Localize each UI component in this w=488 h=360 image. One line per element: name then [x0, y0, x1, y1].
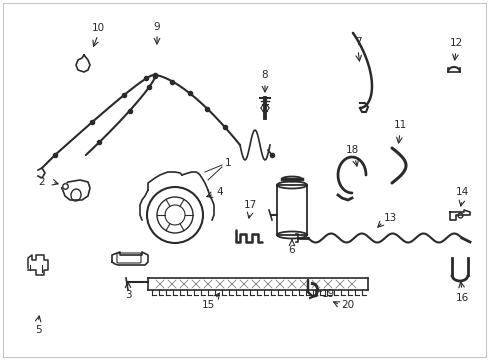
Text: 14: 14: [454, 187, 468, 197]
Text: 1: 1: [224, 158, 231, 168]
Text: 12: 12: [448, 38, 462, 48]
Text: 3: 3: [124, 290, 131, 300]
Text: 19: 19: [321, 289, 334, 299]
Text: 7: 7: [354, 37, 361, 47]
Text: 9: 9: [153, 22, 160, 32]
Text: 13: 13: [383, 213, 396, 223]
Text: 17: 17: [243, 200, 256, 210]
Text: 6: 6: [288, 245, 295, 255]
Text: 11: 11: [392, 120, 406, 130]
Text: 16: 16: [454, 293, 468, 303]
Text: 8: 8: [261, 70, 268, 80]
Text: 10: 10: [91, 23, 104, 33]
Text: 18: 18: [345, 145, 358, 155]
Text: 2: 2: [39, 177, 45, 187]
Text: 4: 4: [216, 187, 223, 197]
Text: 15: 15: [201, 300, 214, 310]
Text: 5: 5: [35, 325, 41, 335]
Text: 20: 20: [341, 300, 354, 310]
